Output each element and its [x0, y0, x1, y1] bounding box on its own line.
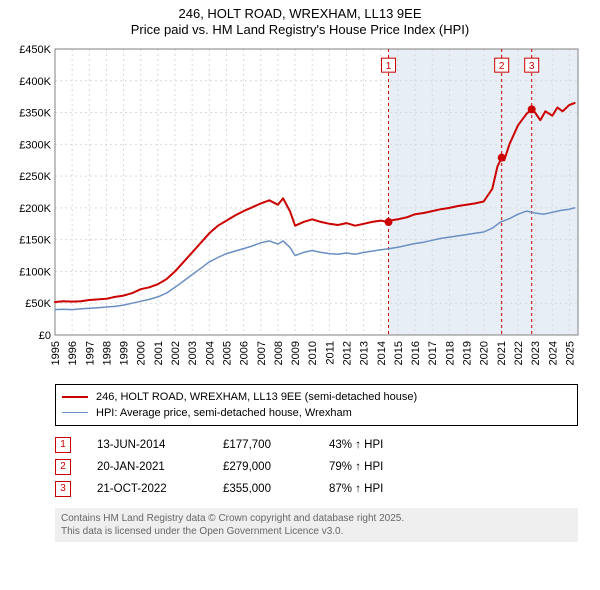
title-line-address: 246, HOLT ROAD, WREXHAM, LL13 9EE: [0, 6, 600, 22]
svg-text:2020: 2020: [479, 341, 491, 365]
svg-text:£450K: £450K: [19, 44, 51, 56]
svg-text:2025: 2025: [564, 341, 576, 365]
sale-price: £279,000: [223, 461, 303, 473]
svg-text:2016: 2016: [410, 341, 422, 365]
svg-text:2004: 2004: [204, 341, 216, 365]
sale-price: £177,700: [223, 439, 303, 451]
svg-text:2011: 2011: [324, 341, 336, 365]
title-line-subtitle: Price paid vs. HM Land Registry's House …: [0, 22, 600, 38]
svg-text:2006: 2006: [239, 341, 251, 365]
svg-text:£350K: £350K: [19, 107, 51, 119]
sale-date: 21-OCT-2022: [97, 483, 197, 495]
sale-pct: 43% ↑ HPI: [329, 439, 439, 451]
title-block: 246, HOLT ROAD, WREXHAM, LL13 9EE Price …: [0, 0, 600, 39]
legend-row: HPI: Average price, semi-detached house,…: [62, 405, 571, 421]
svg-text:£250K: £250K: [19, 171, 51, 183]
sale-date: 20-JAN-2021: [97, 461, 197, 473]
legend-row: 246, HOLT ROAD, WREXHAM, LL13 9EE (semi-…: [62, 389, 571, 405]
svg-text:2012: 2012: [342, 341, 354, 365]
svg-text:2003: 2003: [187, 341, 199, 365]
sale-row: 1 13-JUN-2014 £177,700 43% ↑ HPI: [55, 434, 578, 456]
svg-text:1999: 1999: [119, 341, 131, 365]
sale-marker: 2: [55, 459, 71, 475]
footer-line1: Contains HM Land Registry data © Crown c…: [61, 512, 572, 525]
footer-line2: This data is licensed under the Open Gov…: [61, 525, 572, 538]
legend: 246, HOLT ROAD, WREXHAM, LL13 9EE (semi-…: [55, 384, 578, 426]
svg-text:1: 1: [386, 61, 392, 72]
svg-text:2013: 2013: [359, 341, 371, 365]
sale-date: 13-JUN-2014: [97, 439, 197, 451]
legend-label: HPI: Average price, semi-detached house,…: [96, 407, 352, 419]
sale-price: £355,000: [223, 483, 303, 495]
legend-swatch: [62, 396, 88, 398]
svg-text:2018: 2018: [444, 341, 456, 365]
svg-text:£100K: £100K: [19, 266, 51, 278]
svg-text:£200K: £200K: [19, 202, 51, 214]
svg-text:2000: 2000: [136, 341, 148, 365]
svg-text:£400K: £400K: [19, 75, 51, 87]
svg-text:2017: 2017: [427, 341, 439, 365]
chart-svg: 1 2 3 £0 £50K £100K £150K £200K £250K £300K £350K £…: [10, 43, 590, 373]
legend-label: 246, HOLT ROAD, WREXHAM, LL13 9EE (semi-…: [96, 391, 417, 403]
sale-marker: 1: [55, 437, 71, 453]
sale-pct: 79% ↑ HPI: [329, 461, 439, 473]
sale-pct: 87% ↑ HPI: [329, 483, 439, 495]
svg-text:2019: 2019: [462, 341, 474, 365]
sales-table: 1 13-JUN-2014 £177,700 43% ↑ HPI 2 20-JAN-202…: [55, 434, 578, 500]
svg-text:1996: 1996: [67, 341, 79, 365]
svg-text:2005: 2005: [221, 341, 233, 365]
svg-text:£0: £0: [39, 330, 51, 342]
legend-swatch: [62, 412, 88, 413]
svg-text:2009: 2009: [290, 341, 302, 365]
svg-text:£300K: £300K: [19, 139, 51, 151]
svg-text:2: 2: [499, 61, 505, 72]
svg-text:3: 3: [529, 61, 535, 72]
svg-text:2007: 2007: [256, 341, 268, 365]
svg-text:2021: 2021: [496, 341, 508, 365]
svg-text:2008: 2008: [273, 341, 285, 365]
svg-text:2001: 2001: [153, 341, 165, 365]
footer: Contains HM Land Registry data © Crown c…: [55, 508, 578, 542]
svg-text:£50K: £50K: [25, 298, 51, 310]
svg-text:1995: 1995: [50, 341, 62, 365]
svg-text:£150K: £150K: [19, 234, 51, 246]
svg-text:2022: 2022: [513, 341, 525, 365]
svg-text:1997: 1997: [84, 341, 96, 365]
svg-text:2010: 2010: [307, 341, 319, 365]
svg-text:1998: 1998: [101, 341, 113, 365]
sale-marker: 3: [55, 481, 71, 497]
svg-text:2024: 2024: [547, 341, 559, 365]
svg-text:2014: 2014: [376, 341, 388, 365]
svg-text:2015: 2015: [393, 341, 405, 365]
sale-row: 2 20-JAN-2021 £279,000 79% ↑ HPI: [55, 456, 578, 478]
chart: 1 2 3 £0 £50K £100K £150K £200K £250K £300K £350K £…: [10, 43, 590, 378]
svg-text:2002: 2002: [170, 341, 182, 365]
sale-row: 3 21-OCT-2022 £355,000 87% ↑ HPI: [55, 478, 578, 500]
svg-text:2023: 2023: [530, 341, 542, 365]
